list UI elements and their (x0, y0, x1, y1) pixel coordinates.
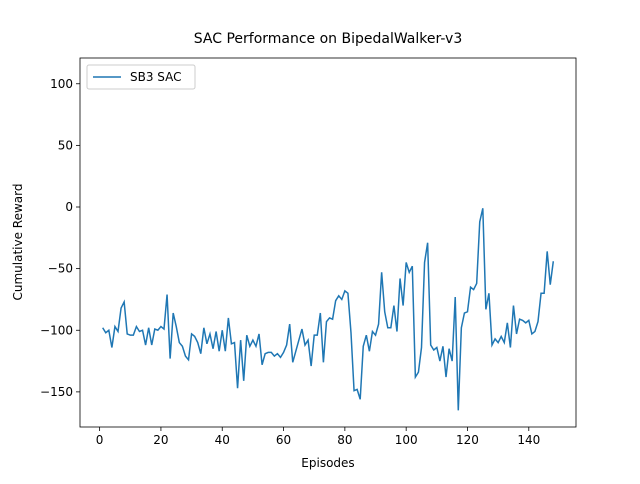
x-tick-label: 120 (456, 433, 479, 447)
plot-frame (79, 57, 577, 428)
legend-box (86, 64, 196, 90)
x-tick-label: 40 (215, 433, 230, 447)
y-tick-label: 100 (50, 77, 73, 91)
x-tick-label: 100 (395, 433, 418, 447)
y-tick-label: 50 (58, 138, 73, 152)
x-tick-label: 60 (276, 433, 291, 447)
y-axis-label: Cumulative Reward (11, 184, 25, 301)
x-tick-label: 0 (96, 433, 104, 447)
y-tick-label: −150 (40, 385, 73, 399)
x-axis-label: Episodes (301, 456, 354, 470)
y-tick-label: −100 (40, 323, 73, 337)
x-tick-label: 80 (337, 433, 352, 447)
y-tick-label: 0 (65, 200, 73, 214)
y-tick-label: −50 (48, 262, 73, 276)
chart-title: SAC Performance on BipedalWalker-v3 (194, 31, 462, 47)
legend-label: SB3 SAC (130, 70, 182, 84)
x-tick-label: 20 (153, 433, 168, 447)
x-tick-label: 140 (517, 433, 540, 447)
line-series (102, 208, 555, 411)
